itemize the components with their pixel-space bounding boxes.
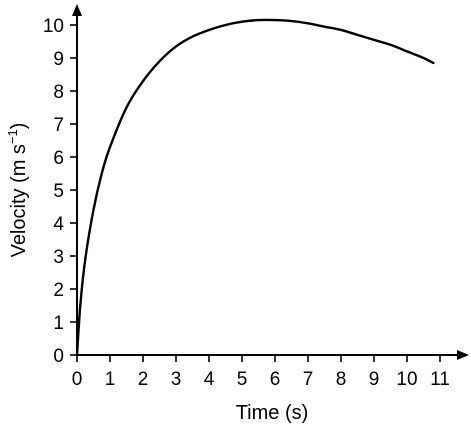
x-axis-title: Time (s)	[236, 402, 309, 424]
x-tick-label: 10	[396, 369, 417, 390]
y-axis-title: Velocity (m s−1)	[5, 123, 30, 258]
x-tick-label: 2	[138, 369, 149, 390]
y-axis-title-main: Velocity (m s	[8, 144, 30, 257]
x-tick-label: 11	[430, 369, 450, 390]
y-tick-group: 0 1 2 3 4 5 6 7 8 9 10	[43, 16, 77, 367]
y-tick-label: 4	[53, 214, 64, 235]
x-tick-label: 0	[72, 369, 83, 390]
y-tick-label: 7	[53, 115, 64, 136]
y-axis-title-superscript: −1	[5, 129, 20, 144]
x-tick-label: 3	[171, 369, 182, 390]
y-tick-label: 0	[53, 346, 64, 367]
x-tick-label: 5	[237, 369, 248, 390]
x-tick-label: 1	[105, 369, 116, 390]
x-tick-label: 7	[303, 369, 314, 390]
x-tick-group: 0 1 2 3 4 5 6 7 8 9 10 11	[72, 355, 450, 390]
x-tick-label: 9	[369, 369, 380, 390]
y-tick-label: 6	[53, 148, 64, 169]
y-tick-label: 2	[53, 280, 64, 301]
x-tick-label: 4	[204, 369, 215, 390]
x-tick-label: 6	[270, 369, 281, 390]
y-tick-label: 8	[53, 82, 64, 103]
y-axis-title-close: )	[8, 123, 30, 130]
x-tick-label: 8	[336, 369, 347, 390]
y-tick-label: 1	[53, 313, 64, 334]
y-tick-label: 9	[53, 49, 64, 70]
velocity-curve	[75, 18, 435, 357]
y-tick-label: 3	[53, 247, 64, 268]
y-tick-label: 10	[43, 16, 64, 37]
y-tick-label: 5	[53, 181, 64, 202]
